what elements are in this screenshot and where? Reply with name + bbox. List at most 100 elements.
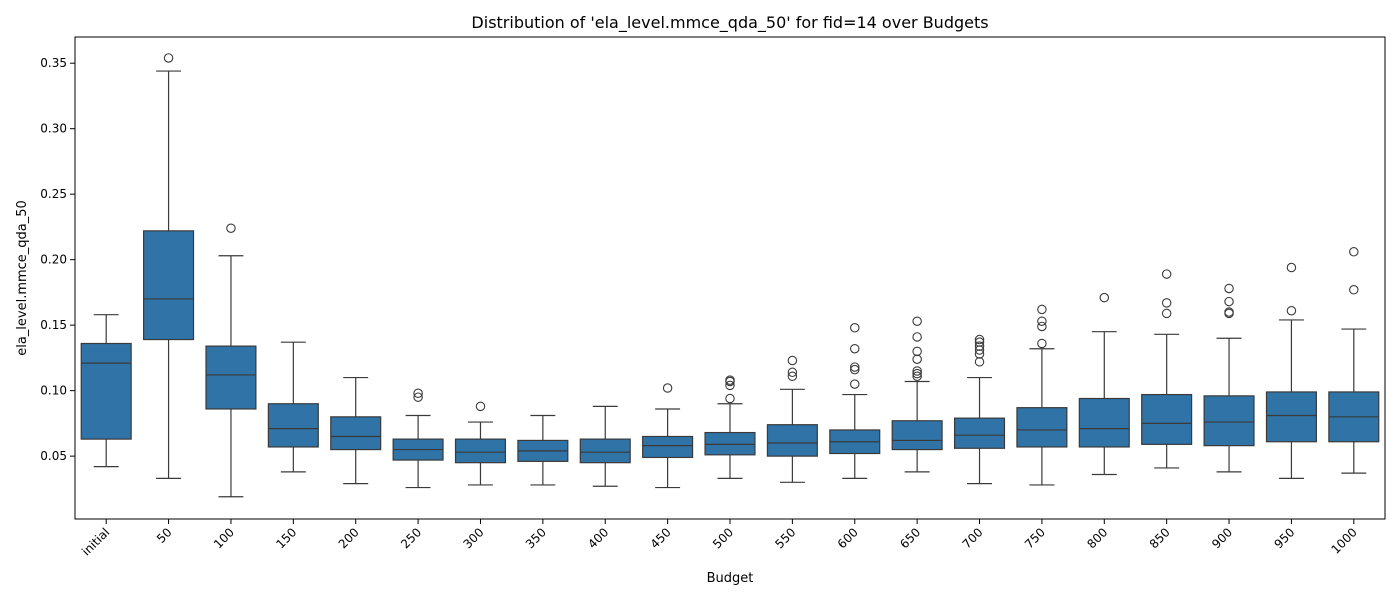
outlier-point [974, 357, 985, 367]
x-tick-label: 200 [336, 525, 362, 551]
x-tick-label: 300 [461, 525, 487, 551]
box-iqr [205, 345, 257, 410]
box-iqr [330, 416, 382, 451]
outlier-point [1349, 247, 1359, 257]
outlier-point [912, 368, 922, 379]
box-group-900 [1203, 283, 1255, 473]
outlier-point [974, 337, 985, 347]
x-tick-label: 550 [772, 525, 798, 551]
outlier-point [725, 375, 735, 385]
y-tick-label: 0.15 [40, 318, 67, 332]
box-group-450 [642, 383, 694, 489]
y-tick-label: 0.35 [40, 56, 67, 70]
box-iqr [642, 435, 694, 459]
outlier-point [912, 371, 922, 381]
outlier-point [1224, 296, 1234, 307]
outlier-point [1161, 269, 1172, 279]
outlier-point [163, 53, 174, 63]
outlier-point [662, 383, 673, 393]
outlier-point [413, 392, 423, 402]
outlier-point [850, 323, 860, 333]
x-tick-label: 850 [1147, 525, 1173, 551]
box-iqr [1016, 407, 1068, 448]
x-tick-label: 350 [523, 525, 549, 551]
outlier-point [787, 367, 798, 378]
outlier-point [1224, 283, 1234, 294]
box-group-350 [517, 414, 569, 486]
box-iqr [704, 431, 756, 456]
box-group-100 [205, 223, 257, 498]
box-iqr [891, 420, 943, 451]
box-group-550 [766, 355, 818, 483]
x-tick-label: 50 [154, 525, 175, 546]
box-group-650 [891, 316, 943, 473]
y-tick-label: 0.10 [40, 384, 67, 398]
x-tick-label: 900 [1209, 525, 1235, 551]
x-tick-label: 100 [211, 525, 237, 551]
y-axis-label: ela_level.mmce_qda_50 [15, 200, 30, 356]
x-tick-label: 250 [398, 525, 424, 551]
y-tick-label: 0.05 [40, 449, 67, 463]
outlier-point [787, 371, 798, 381]
x-tick-label: 750 [1022, 525, 1048, 551]
box-iqr [1265, 391, 1317, 443]
box-iqr [1141, 393, 1193, 445]
outlier-point [912, 332, 922, 342]
outlier-point [974, 334, 985, 345]
outlier-point [1224, 307, 1234, 317]
outlier-point [1037, 316, 1047, 326]
box-group-150 [267, 341, 319, 473]
box-group-800 [1078, 292, 1130, 476]
outlier-point [413, 388, 423, 399]
box-iqr [953, 417, 1006, 449]
outlier-point [912, 316, 922, 326]
box-iqr [80, 342, 132, 440]
x-tick-label: 450 [648, 525, 674, 551]
box-iqr [1078, 397, 1130, 448]
outlier-point [1037, 321, 1047, 332]
outlier-point [850, 379, 860, 389]
outlier-point [1286, 305, 1297, 316]
box-group-850 [1141, 269, 1193, 469]
outlier-point [1099, 292, 1110, 303]
box-iqr [1203, 395, 1255, 447]
box-group-250 [392, 388, 444, 489]
x-tick-label: 600 [835, 525, 861, 551]
x-axis-label: Budget [707, 571, 754, 586]
box-group-300 [454, 401, 507, 486]
x-tick-label: 400 [585, 525, 611, 551]
y-tick-label: 0.20 [40, 253, 67, 267]
outlier-point [1349, 285, 1359, 295]
outlier-point [912, 346, 922, 357]
y-tick-label: 0.25 [40, 187, 67, 201]
box-group-initial [80, 314, 132, 468]
x-tick-label: 700 [960, 525, 986, 551]
box-group-50 [143, 53, 195, 479]
box-iqr [143, 230, 195, 341]
outlier-point [725, 380, 735, 391]
outlier-point [912, 354, 922, 364]
x-tick-label: 800 [1084, 525, 1110, 551]
outlier-point [974, 341, 985, 351]
x-tick-label: 950 [1271, 525, 1297, 551]
outlier-point [912, 366, 922, 376]
box-group-700 [953, 334, 1006, 485]
x-tick-label: 1000 [1328, 525, 1359, 556]
outlier-point [1161, 308, 1172, 319]
outlier-point [1161, 298, 1172, 308]
box-group-750 [1016, 304, 1068, 486]
box-iqr [454, 438, 507, 464]
box-group-500 [704, 375, 756, 479]
x-tick-label: initial [79, 525, 112, 558]
outlier-point [850, 343, 860, 354]
plot-area: 0.05 0.10 0.15 0.20 0.25 0.30 0.35 initial 50 100… [40, 36, 1386, 558]
outlier-point [475, 401, 486, 412]
outlier-point [1286, 262, 1297, 273]
outlier-point [226, 223, 236, 233]
chart-title: Distribution of 'ela_level.mmce_qda_50' … [471, 13, 988, 33]
box-group-600 [829, 323, 881, 479]
box-group-400 [579, 405, 631, 487]
outlier-point [1037, 304, 1047, 315]
